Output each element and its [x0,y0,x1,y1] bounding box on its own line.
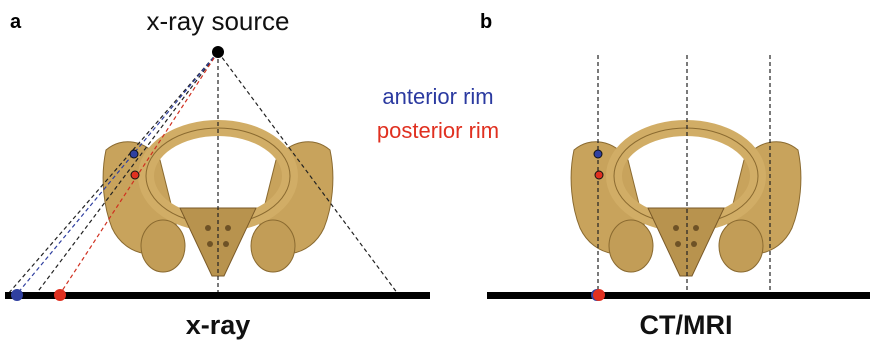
ray [218,52,398,294]
anterior-ray [17,52,218,294]
detector [487,292,870,299]
anterior-projection [11,289,23,301]
caption: x-ray [186,310,251,340]
posterior-label: posterior rim [377,118,499,143]
panel-label: b [480,11,492,33]
posterior-rim-dot [131,171,139,179]
anterior-rim-dot [594,150,602,158]
detector [5,292,430,299]
posterior-rim-dot [595,171,603,179]
figure: a x-ray source anterior rim posterior ri… [0,0,880,345]
anterior-label: anterior rim [382,84,493,109]
anterior-rim-dot [130,150,138,158]
source-label: x-ray source [146,6,289,36]
source-dot [212,46,224,58]
caption: CT/MRI [640,310,733,340]
posterior-projection [593,289,605,301]
panel-label: a [10,11,22,33]
posterior-projection [54,289,66,301]
pelvis [571,128,801,276]
